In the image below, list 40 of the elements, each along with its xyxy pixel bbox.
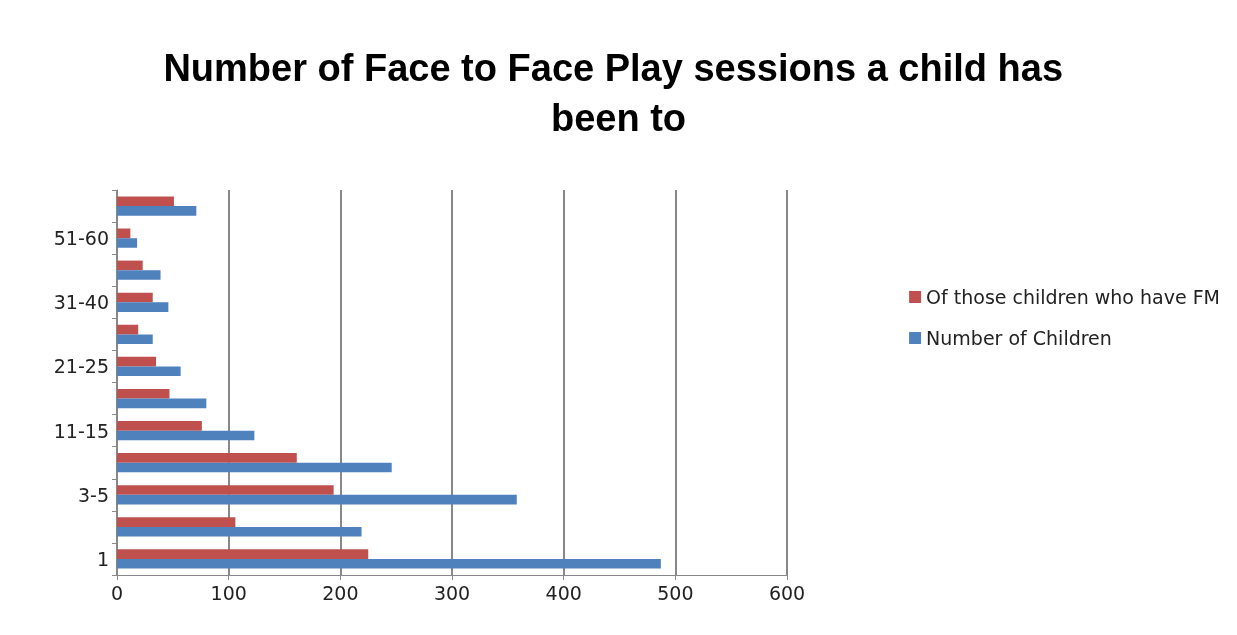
bar — [117, 324, 139, 335]
bar — [117, 292, 153, 303]
bar — [117, 260, 143, 271]
bar — [117, 366, 181, 377]
y-tick-label: 1 — [96, 547, 109, 570]
bar — [117, 388, 170, 399]
x-tick-label: 300 — [433, 581, 471, 604]
bar — [117, 558, 661, 569]
bar — [117, 517, 236, 527]
bar — [117, 334, 153, 344]
y-tick-label: 31-40 — [53, 291, 109, 314]
bar — [117, 238, 138, 248]
y-tick-label: 51-60 — [53, 227, 109, 250]
bar — [117, 196, 174, 207]
legend-label: Of those children who have FM — [926, 286, 1221, 308]
bar — [117, 462, 392, 473]
y-tick-label: 3-5 — [77, 483, 109, 506]
x-tick-label: 400 — [545, 581, 582, 604]
y-tick-label: 11-15 — [53, 419, 109, 442]
bar — [117, 485, 334, 495]
x-tick-label: 600 — [768, 581, 806, 604]
x-tick-label: 200 — [322, 581, 359, 604]
bar — [117, 206, 197, 216]
x-tick-label: 100 — [210, 581, 247, 604]
bar — [117, 270, 161, 280]
legend-label: Number of Children — [926, 327, 1112, 349]
bar — [117, 421, 202, 431]
y-tick-label: 21-25 — [53, 355, 109, 378]
bar — [117, 356, 157, 367]
bar — [117, 494, 517, 505]
bar — [117, 453, 297, 463]
bar — [117, 398, 207, 409]
bar — [117, 526, 362, 537]
x-tick-label: 0 — [110, 581, 124, 604]
x-tick-label: 500 — [657, 581, 694, 604]
chart-title: Number of Face to Face Play sessions a child has been to — [163, 47, 1074, 139]
bar — [117, 549, 369, 559]
bar — [117, 302, 169, 312]
bar — [117, 430, 255, 441]
bar — [117, 228, 131, 239]
